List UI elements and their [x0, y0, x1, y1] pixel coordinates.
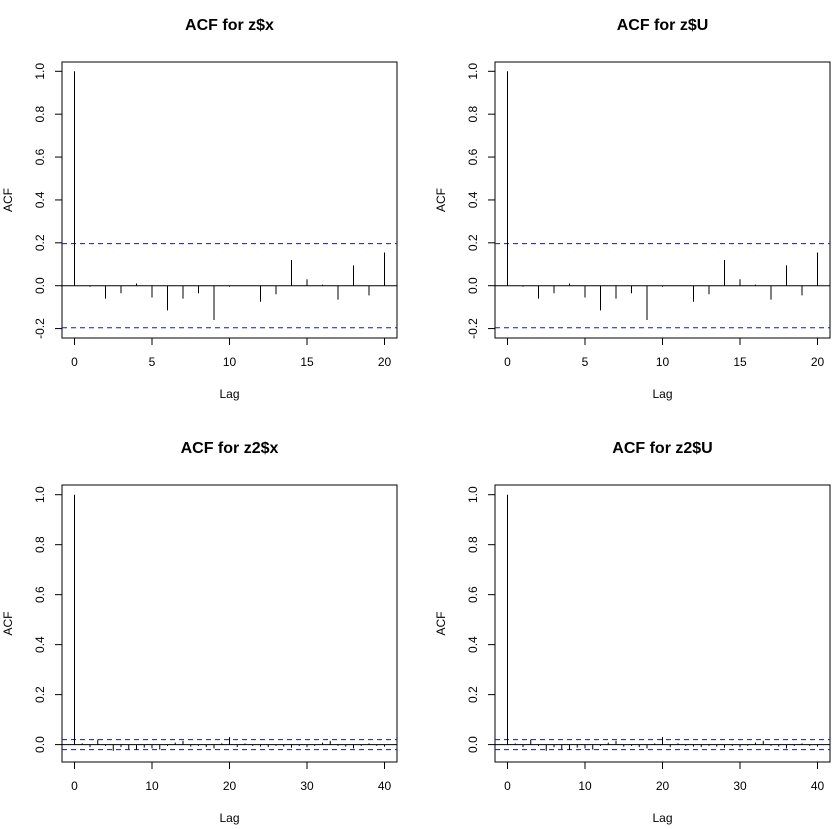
chart-title: ACF for z2$x — [181, 440, 279, 457]
chart-title: ACF for z2$U — [612, 440, 712, 457]
y-tick-label: 0.4 — [33, 636, 47, 653]
x-tick-label: 10 — [578, 779, 592, 793]
acf-panel-1: ACF for z$x 0 5 10 15 20 -0.2 0.0 0.2 0.4 0.6 0.8 1.… — [1, 17, 398, 401]
y-tick-label: 0.2 — [466, 686, 480, 703]
y-tick-label: 0.8 — [466, 106, 480, 123]
plot-frame — [494, 61, 831, 339]
y-tick-label: 0.2 — [33, 234, 47, 251]
y-tick-label: 0.4 — [33, 191, 47, 208]
x-tick-label: 20 — [223, 779, 237, 793]
x-tick-label: 10 — [223, 355, 237, 369]
y-tick-label: 0.0 — [33, 736, 47, 753]
x-tick-label: 15 — [733, 355, 747, 369]
y-tick-label: 1.0 — [466, 63, 480, 80]
y-tick-label: 0.6 — [466, 148, 480, 165]
y-tick-label: 1.0 — [33, 63, 47, 80]
x-axis-label: Lag — [652, 387, 672, 401]
x-tick-label: 5 — [582, 355, 589, 369]
x-tick-label: 20 — [811, 355, 825, 369]
x-axis-label: Lag — [652, 811, 672, 825]
y-tick-label: 0.4 — [466, 191, 480, 208]
y-tick-label: -0.2 — [33, 318, 47, 339]
y-tick-label: 0.8 — [466, 536, 480, 553]
x-tick-label: 40 — [378, 779, 392, 793]
y-tick-label: 0.6 — [33, 586, 47, 603]
x-tick-label: 30 — [300, 779, 314, 793]
x-tick-label: 0 — [504, 779, 511, 793]
plot-frame — [61, 61, 398, 339]
plot-frame — [61, 484, 398, 763]
y-tick-label: 0.0 — [466, 736, 480, 753]
y-tick-label: 0.0 — [466, 277, 480, 294]
chart-title: ACF for z$U — [617, 17, 709, 34]
y-axis-label: ACF — [1, 612, 15, 636]
x-tick-label: 10 — [145, 779, 159, 793]
y-tick-label: 0.6 — [466, 586, 480, 603]
x-axis-label: Lag — [219, 387, 239, 401]
acf-panel-3: ACF for z2$x 0 10 20 30 40 0.0 0.2 0.4 0.6 0.8 1.0 L… — [1, 440, 398, 825]
x-tick-label: 0 — [71, 779, 78, 793]
chart-title: ACF for z$x — [185, 17, 274, 34]
y-tick-label: 0.8 — [33, 106, 47, 123]
x-tick-label: 20 — [656, 779, 670, 793]
y-tick-label: 1.0 — [466, 486, 480, 503]
acf-panel-2: ACF for z$U 0 5 10 15 20 -0.2 0.0 0.2 0.4 0.6 0.8 1.… — [434, 17, 831, 401]
x-tick-label: 40 — [811, 779, 825, 793]
y-axis-label: ACF — [434, 188, 448, 212]
x-tick-label: 30 — [733, 779, 747, 793]
y-tick-label: 0.2 — [33, 686, 47, 703]
y-axis-label: ACF — [1, 188, 15, 212]
y-tick-label: 1.0 — [33, 486, 47, 503]
x-axis-label: Lag — [219, 811, 239, 825]
x-tick-label: 15 — [300, 355, 314, 369]
y-tick-label: 0.2 — [466, 234, 480, 251]
y-tick-label: 0.8 — [33, 536, 47, 553]
x-tick-label: 0 — [504, 355, 511, 369]
x-tick-label: 5 — [149, 355, 156, 369]
x-tick-label: 20 — [378, 355, 392, 369]
plot-frame — [494, 484, 831, 763]
y-tick-label: -0.2 — [466, 318, 480, 339]
y-tick-label: 0.0 — [33, 277, 47, 294]
y-tick-label: 0.6 — [33, 148, 47, 165]
y-tick-label: 0.4 — [466, 636, 480, 653]
x-tick-label: 10 — [656, 355, 670, 369]
acf-panel-4: ACF for z2$U 0 10 20 30 40 0.0 0.2 0.4 0.6 0.8 1.0 L… — [434, 440, 831, 825]
x-tick-label: 0 — [71, 355, 78, 369]
y-axis-label: ACF — [434, 612, 448, 636]
